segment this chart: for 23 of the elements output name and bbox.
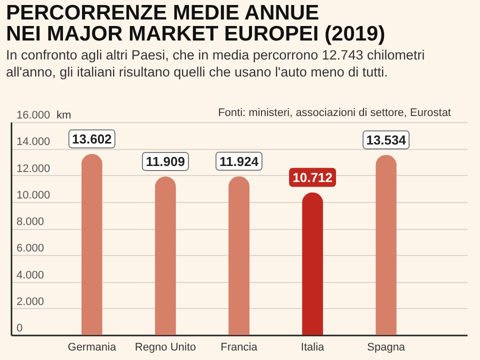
x-tick-label: Spagna [367, 342, 406, 354]
y-tick-label: 2.000 [16, 296, 44, 308]
y-tick-label: 12.000 [16, 162, 50, 175]
x-tick-label: Italia [300, 342, 326, 354]
data-label: 11.909 [146, 154, 185, 169]
x-tick-label: Francia [220, 342, 258, 354]
x-tick-label: Regno Unito [134, 342, 196, 354]
y-tick-label: 8.000 [16, 216, 44, 228]
y-tick-label: 16.000 [16, 110, 50, 122]
y-tick-label: 0 [16, 322, 23, 334]
x-tick-label: Germania [68, 342, 117, 354]
data-label: 13.534 [366, 132, 407, 148]
y-axis-title: km [56, 110, 72, 122]
data-label: 10.712 [292, 170, 332, 185]
data-label: 13.602 [72, 131, 112, 146]
y-tick-label: 14.000 [16, 136, 50, 148]
data-label: 11.924 [219, 154, 260, 169]
y-tick-label: 6.000 [16, 242, 44, 255]
y-tick-label: 10.000 [16, 189, 50, 202]
y-tick-label: 4.000 [16, 269, 44, 282]
text: Fonti: ministeri, associazioni di settore, Eurostat [218, 107, 451, 119]
chart-title: PERCORRENZE MEDIE ANNUE NEI MAJOR MARKET EUROPEI (2019) [6, 2, 386, 46]
chart-subtitle: In confronto agli altri Paesi, che in media percorrono 12.743 chilometri all'anno, gli italiani risultano quelli che usano l'auto meno di tutti. [6, 48, 425, 80]
